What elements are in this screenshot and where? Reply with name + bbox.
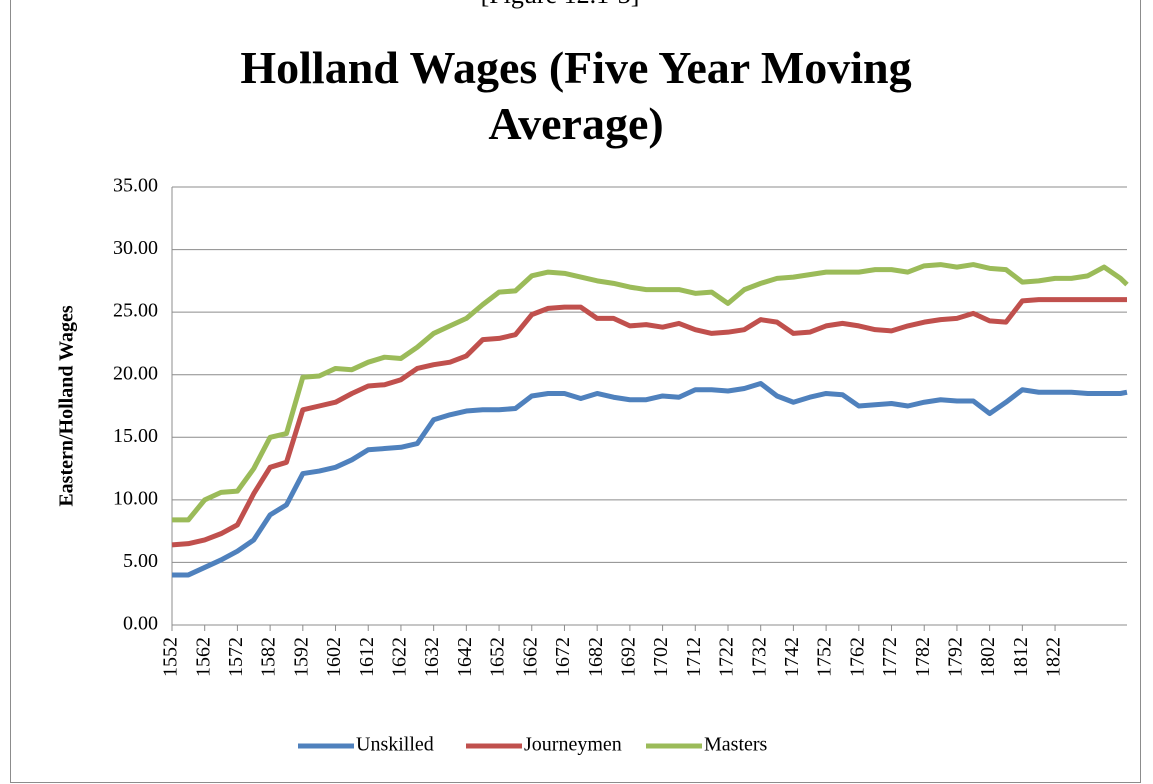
x-tick-label: 1792 bbox=[945, 637, 967, 677]
x-tick-label: 1582 bbox=[258, 637, 280, 677]
legend-label: Journeymen bbox=[524, 734, 622, 756]
x-tick-label: 1602 bbox=[323, 637, 345, 677]
x-tick-label: 1732 bbox=[748, 637, 770, 677]
x-tick-label: 1592 bbox=[290, 637, 312, 677]
y-tick-label: 10.00 bbox=[113, 487, 158, 509]
x-tick-label: 1742 bbox=[781, 637, 803, 677]
x-tick-label: 1722 bbox=[716, 637, 738, 677]
x-tick-label: 1812 bbox=[1010, 637, 1032, 677]
y-tick-label: 5.00 bbox=[123, 550, 158, 572]
x-tick-label: 1772 bbox=[879, 637, 901, 677]
x-tick-label: 1692 bbox=[617, 637, 639, 677]
x-tick-label: 1642 bbox=[454, 637, 476, 677]
x-tick-label: 1622 bbox=[389, 637, 411, 677]
x-tick-label: 1802 bbox=[977, 637, 999, 677]
y-axis-label: Eastern/Holland Wages bbox=[56, 305, 78, 507]
data-line bbox=[172, 262, 1129, 523]
x-tick-label: 1552 bbox=[160, 637, 182, 677]
x-tick-label: 1562 bbox=[192, 637, 214, 677]
legend-label: Unskilled bbox=[356, 734, 434, 756]
x-tick-label: 1782 bbox=[912, 637, 934, 677]
x-tick-label: 1672 bbox=[552, 637, 574, 677]
x-tick-label: 1752 bbox=[814, 637, 836, 677]
figure-caption: [Figure 12.1-3] bbox=[360, 0, 760, 10]
x-tick-label: 1572 bbox=[225, 637, 247, 677]
x-tick-label: 1702 bbox=[650, 637, 672, 677]
x-tick-label: 1762 bbox=[846, 637, 868, 677]
x-tick-label: 1682 bbox=[585, 637, 607, 677]
x-tick-label: 1712 bbox=[683, 637, 705, 677]
y-tick-label: 20.00 bbox=[113, 362, 158, 384]
x-tick-label: 1612 bbox=[356, 637, 378, 677]
data-line bbox=[171, 297, 1127, 548]
x-tick-label: 1632 bbox=[421, 637, 443, 677]
y-tick-label: 30.00 bbox=[113, 237, 158, 259]
legend-label: Masters bbox=[704, 734, 768, 756]
y-tick-label: 15.00 bbox=[113, 425, 158, 447]
y-tick-label: 0.00 bbox=[123, 613, 158, 635]
y-tick-label: 25.00 bbox=[113, 300, 158, 322]
chart-frame bbox=[10, 0, 1141, 783]
y-tick-label: 35.00 bbox=[113, 175, 158, 197]
x-tick-label: 1652 bbox=[487, 637, 509, 677]
x-tick-label: 1822 bbox=[1043, 637, 1065, 677]
data-line bbox=[172, 380, 1128, 578]
chart-title: Holland Wages (Five Year Moving Average) bbox=[240, 42, 912, 149]
x-tick-label: 1662 bbox=[519, 637, 541, 677]
